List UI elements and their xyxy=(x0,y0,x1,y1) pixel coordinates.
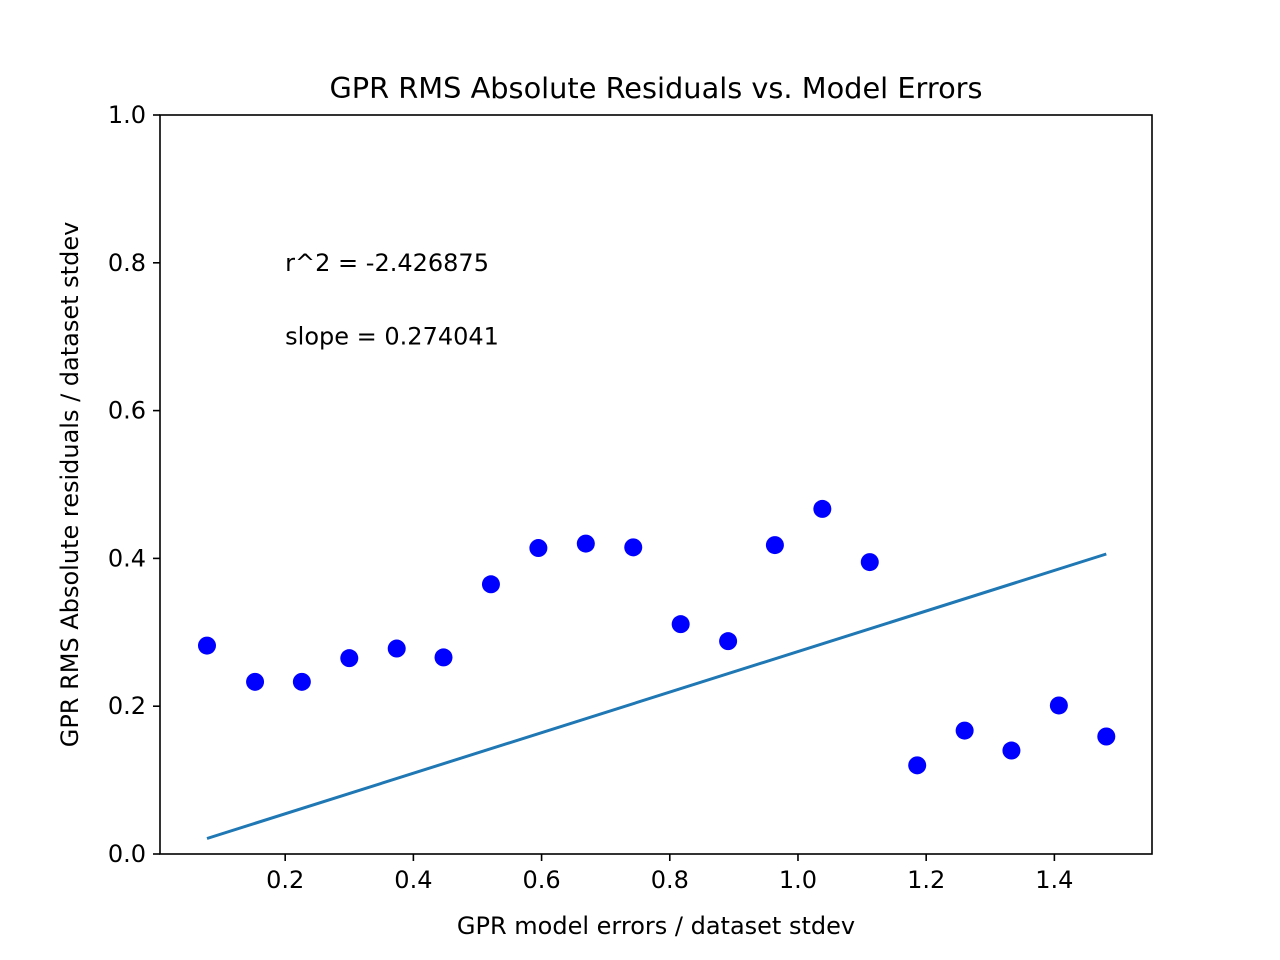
x-tick-label: 0.8 xyxy=(651,866,689,894)
x-tick-label: 0.4 xyxy=(394,866,432,894)
y-tick-label: 0.6 xyxy=(108,397,146,425)
data-point xyxy=(576,534,595,553)
data-point xyxy=(1097,727,1116,746)
data-point xyxy=(671,615,690,634)
data-point xyxy=(246,672,265,691)
y-tick-label: 0.4 xyxy=(108,544,146,572)
data-point xyxy=(387,639,406,658)
x-tick-label: 1.2 xyxy=(907,866,945,894)
slope-annotation: slope = 0.274041 xyxy=(285,323,499,351)
data-point xyxy=(908,756,927,775)
plot-area: r^2 = -2.426875 slope = 0.274041 xyxy=(197,249,1116,840)
fit-line xyxy=(206,552,1107,840)
data-point xyxy=(1002,741,1021,760)
y-axis-label: GPR RMS Absolute residuals / dataset std… xyxy=(56,222,84,748)
x-tick-label: 1.4 xyxy=(1035,866,1073,894)
data-point xyxy=(624,538,643,557)
y-tick-label: 0.0 xyxy=(108,840,146,868)
data-point xyxy=(813,499,832,518)
x-tick-label: 0.2 xyxy=(266,866,304,894)
data-point xyxy=(481,575,500,594)
data-point xyxy=(860,553,879,572)
x-axis-label: GPR model errors / dataset stdev xyxy=(457,912,855,940)
data-point xyxy=(529,539,548,558)
data-point xyxy=(340,649,359,668)
r-squared-annotation: r^2 = -2.426875 xyxy=(285,249,489,277)
chart-title: GPR RMS Absolute Residuals vs. Model Err… xyxy=(329,71,982,105)
axes-frame xyxy=(159,114,1153,855)
data-point xyxy=(955,721,974,740)
x-tick-label: 0.6 xyxy=(522,866,560,894)
data-point xyxy=(434,648,453,667)
ticks: 0.2 0.4 0.6 0.8 1.0 1.2 1.4 0.0 0.2 0.4 0.6 0.8 1.0 xyxy=(108,101,1074,894)
data-point xyxy=(292,672,311,691)
data-point xyxy=(197,636,216,655)
x-tick-label: 1.0 xyxy=(779,866,817,894)
data-point xyxy=(1049,696,1068,715)
y-tick-label: 0.8 xyxy=(108,249,146,277)
data-point xyxy=(765,536,784,555)
y-tick-label: 1.0 xyxy=(108,101,146,129)
y-tick-label: 0.2 xyxy=(108,692,146,720)
data-point xyxy=(719,632,738,651)
